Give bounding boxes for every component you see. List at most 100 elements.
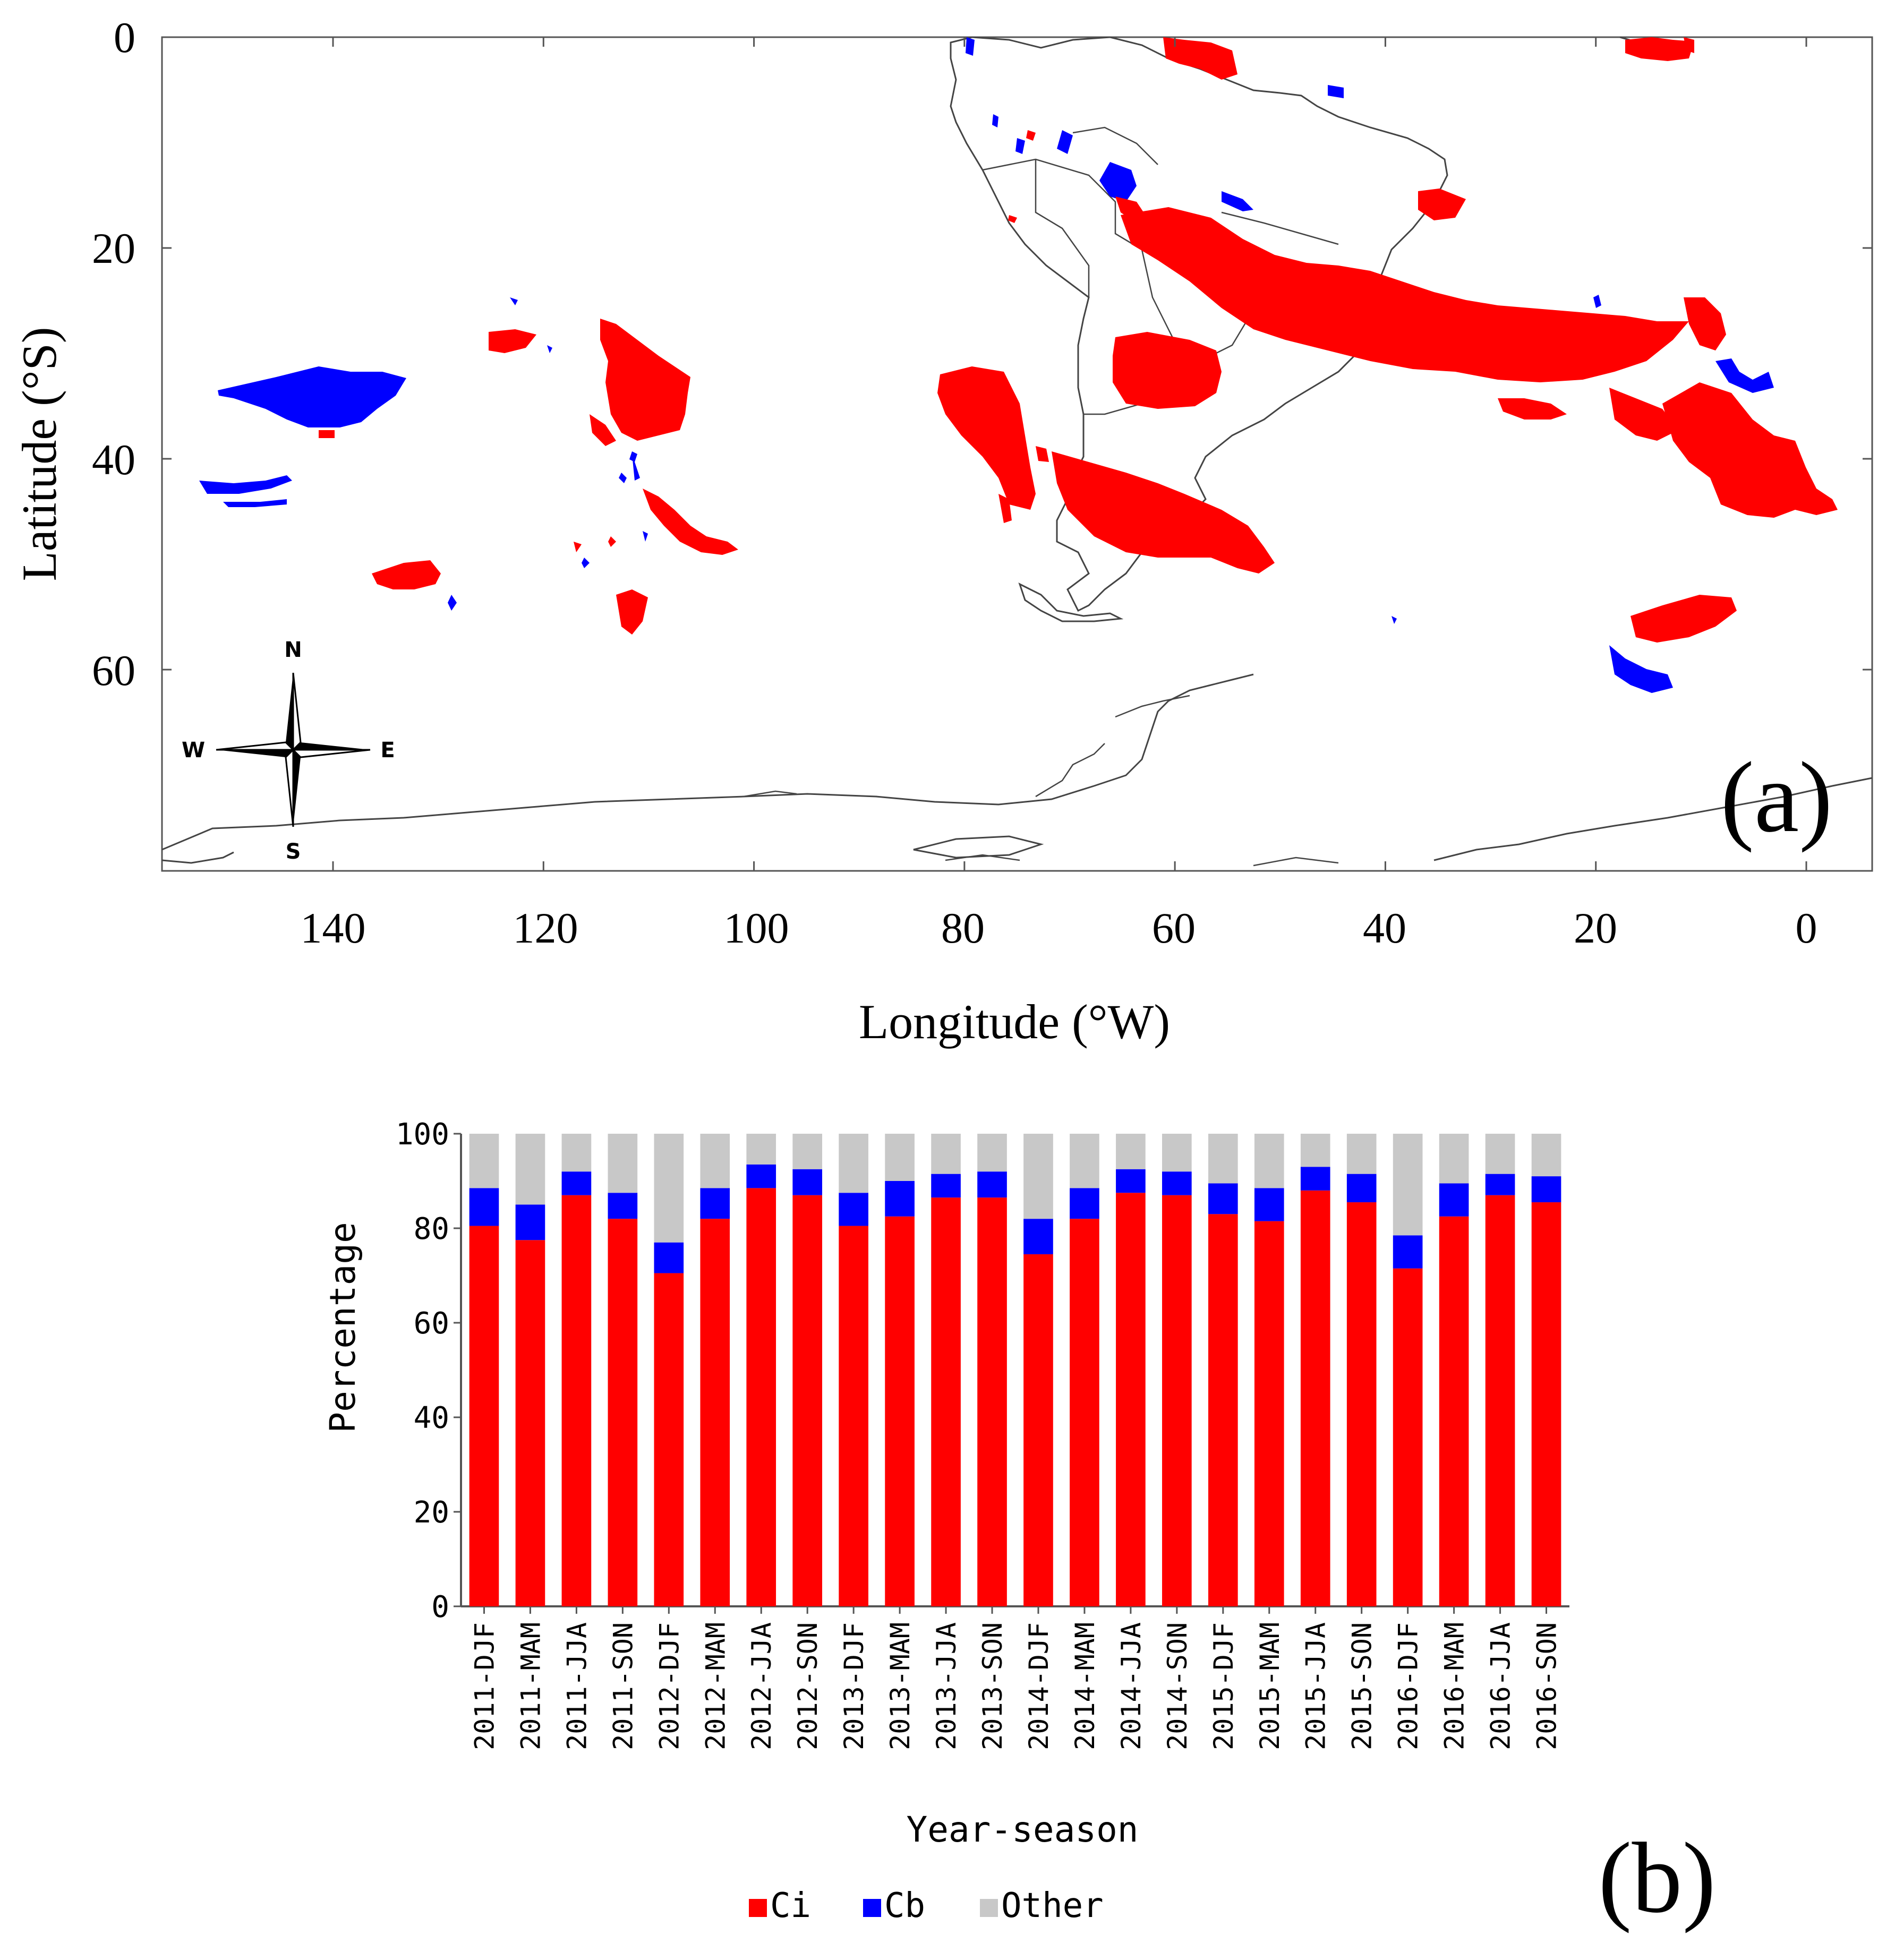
ci-regions [319, 37, 1838, 643]
bar-x-tick-label: 2015-MAM [1254, 1622, 1285, 1750]
bar-segment-other [1531, 1134, 1561, 1177]
cb-cloud [223, 499, 287, 507]
cb-cloud [629, 451, 637, 462]
bar-x-tick-label: 2012-MAM [700, 1622, 731, 1750]
ci-cloud [1113, 332, 1222, 409]
map-x-tick-label: 120 [513, 904, 578, 952]
bar-segment-cb [1393, 1235, 1423, 1269]
bar-segment-other [746, 1134, 776, 1165]
bar-x-tick-label: 2014-MAM [1070, 1622, 1100, 1750]
bar-segment-ci [1208, 1214, 1238, 1606]
map-panel: 140 120 100 80 60 40 20 0 Longitude (°W)… [12, 13, 1873, 1049]
ci-cloud [1662, 382, 1838, 518]
bar-segment-cb [1439, 1183, 1469, 1217]
bar-segment-other [561, 1134, 592, 1172]
ci-cloud [1631, 595, 1737, 643]
cb-cloud [1222, 191, 1253, 211]
compass-east-label: E [380, 738, 395, 763]
ci-cloud [1609, 388, 1678, 441]
map-y-tick-label: 60 [92, 646, 135, 695]
bar-segment-ci [839, 1226, 868, 1606]
ci-cloud [489, 329, 536, 353]
bar-segment-ci [654, 1273, 684, 1606]
bar-segment-other [885, 1134, 915, 1181]
bar-segment-ci [1300, 1190, 1330, 1606]
map-x-tick-label: 0 [1796, 904, 1817, 952]
cb-cloud [1099, 162, 1137, 202]
bar-y-tick-label: 80 [414, 1212, 449, 1246]
ci-cloud [1498, 398, 1567, 420]
bar-segment-ci [885, 1216, 915, 1606]
ci-cloud [1684, 37, 1694, 53]
compass-west-label: W [182, 738, 205, 763]
bar-segment-other [1023, 1134, 1053, 1219]
bar-segment-cb [1485, 1174, 1515, 1195]
bar-x-tick-label: 2015-SON [1347, 1622, 1378, 1750]
bar-segment-cb [654, 1242, 684, 1273]
bar-segment-other [608, 1134, 638, 1193]
bar-segment-ci [1346, 1202, 1377, 1606]
ci-cloud [1026, 130, 1036, 141]
bar-y-tick-label: 0 [431, 1590, 449, 1624]
bar-segment-ci [1116, 1193, 1146, 1606]
bar-x-tick-label: 2014-SON [1162, 1622, 1193, 1750]
bar-segment-cb [561, 1171, 592, 1195]
bar-segment-cb [469, 1188, 499, 1226]
coastline [161, 36, 1873, 867]
ci-cloud [998, 494, 1012, 523]
ci-cloud [608, 536, 616, 547]
bar-segment-cb [1300, 1167, 1330, 1191]
bar-segment-ci [561, 1195, 592, 1606]
cb-cloud [1392, 616, 1397, 624]
legend-swatch-ci [749, 1899, 767, 1917]
bar-segment-cb [608, 1193, 638, 1219]
bar-segment-other [469, 1134, 499, 1188]
cb-cloud [448, 595, 457, 611]
bar-segment-ci [1439, 1216, 1469, 1606]
bar-segment-ci [746, 1188, 776, 1606]
ci-cloud [1163, 37, 1237, 80]
cb-cloud [1057, 130, 1073, 154]
bar-y-tick-label: 100 [396, 1117, 449, 1152]
cb-cloud [1593, 295, 1601, 308]
bar-segment-cb [515, 1204, 545, 1240]
bar-segment-other [654, 1134, 684, 1243]
map-x-tick-label: 140 [301, 904, 366, 952]
ci-cloud [616, 589, 648, 635]
cb-cloud [966, 37, 975, 56]
ci-cloud [643, 489, 738, 555]
map-x-axis-title: Longitude (°W) [859, 995, 1170, 1049]
map-x-tick-label: 60 [1152, 904, 1196, 952]
ci-cloud [1052, 451, 1275, 574]
bar-chart-axes [460, 1134, 1569, 1607]
bar-x-tick-label: 2013-SON [977, 1622, 1008, 1750]
panel-b-label: (b) [1598, 1822, 1716, 1934]
ci-cloud [1418, 189, 1466, 220]
ci-cloud [1115, 196, 1147, 223]
bar-x-tick-label: 2012-DJF [654, 1622, 685, 1750]
bar-segment-other [1300, 1134, 1330, 1167]
cb-cloud [218, 366, 406, 427]
bar-segment-other [700, 1134, 730, 1188]
cb-cloud [992, 114, 998, 127]
bar-segment-other [839, 1134, 868, 1193]
bar-segment-cb [1162, 1171, 1192, 1195]
bar-segment-cb [977, 1171, 1007, 1198]
cb-cloud [1015, 138, 1025, 154]
bar-x-tick-label: 2015-DJF [1208, 1622, 1239, 1750]
legend-label-ci: Ci [770, 1886, 811, 1925]
cb-cloud [582, 558, 590, 568]
compass-rose-icon: N S E W [182, 638, 395, 864]
bar-segment-ci [792, 1195, 823, 1606]
bar-segment-cb [746, 1164, 776, 1188]
bar-segment-other [931, 1134, 961, 1174]
ci-cloud [590, 414, 616, 446]
bar-chart-ticks: 0 20 40 60 80 100 2011-DJF 2011-MAM 2011-JJA 2011… [396, 1117, 1563, 1750]
map-y-axis-title: Latitude (°S) [12, 327, 66, 581]
map-x-tick-label: 40 [1363, 904, 1406, 952]
bar-segment-other [1393, 1134, 1423, 1236]
bar-segment-cb [839, 1193, 868, 1226]
bar-segment-ci [469, 1226, 499, 1606]
bar-segment-cb [700, 1188, 730, 1219]
